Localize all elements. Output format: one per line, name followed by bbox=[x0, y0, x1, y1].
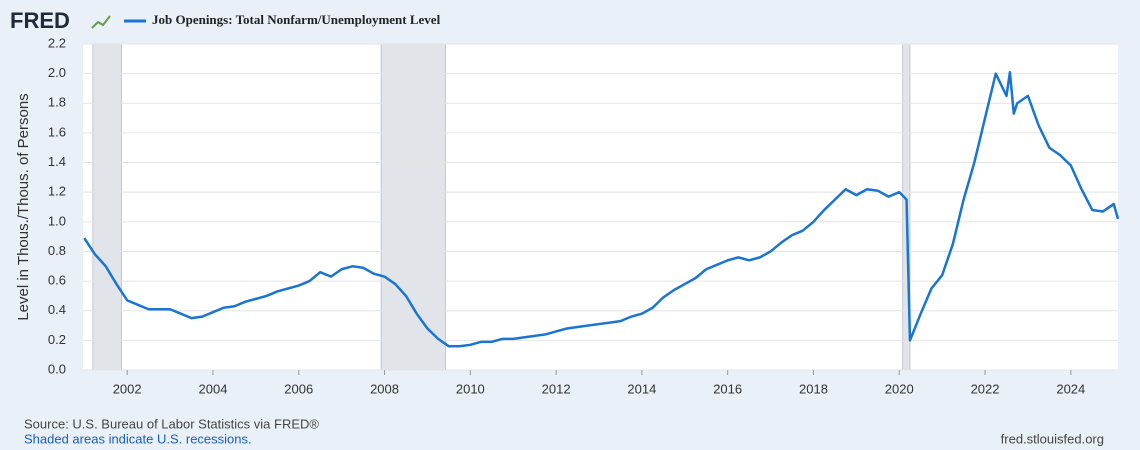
y-tick-label: 2.2 bbox=[48, 35, 66, 50]
x-tick-label: 2018 bbox=[799, 381, 828, 396]
y-axis-label: Level in Thous./Thous. of Persons bbox=[15, 93, 32, 320]
y-tick-label: 0.8 bbox=[48, 243, 66, 258]
y-tick-label: 1.6 bbox=[48, 124, 66, 139]
x-tick-label: 2002 bbox=[113, 381, 142, 396]
x-tick-label: 2004 bbox=[199, 381, 228, 396]
y-tick-label: 0.6 bbox=[48, 273, 66, 288]
y-tick-label: 1.2 bbox=[48, 184, 66, 199]
logo: FRED bbox=[10, 8, 70, 33]
x-tick-label: 2012 bbox=[542, 381, 571, 396]
recession-note: Shaded areas indicate U.S. recessions. bbox=[24, 431, 252, 446]
x-tick-label: 2016 bbox=[713, 381, 742, 396]
x-tick-label: 2008 bbox=[370, 381, 399, 396]
series-line bbox=[83, 70, 1120, 348]
y-tick-label: 0.4 bbox=[48, 302, 66, 317]
x-tick-label: 2006 bbox=[284, 381, 313, 396]
y-tick-label: 0.2 bbox=[48, 332, 66, 347]
logo-icon bbox=[91, 15, 111, 29]
source: Source: U.S. Bureau of Labor Statistics … bbox=[24, 416, 319, 431]
y-tick-label: 1.0 bbox=[48, 213, 66, 228]
recession-band bbox=[380, 43, 446, 371]
y-tick-label: 1.8 bbox=[48, 95, 66, 110]
x-tick-label: 2014 bbox=[627, 381, 656, 396]
recession-band bbox=[92, 43, 123, 371]
x-tick-label: 2020 bbox=[885, 381, 914, 396]
x-tick-label: 2010 bbox=[456, 381, 485, 396]
x-tick-label: 2024 bbox=[1056, 381, 1085, 396]
legend-label: Job Openings: Total Nonfarm/Unemployment… bbox=[152, 12, 441, 27]
url: fred.stlouisfed.org bbox=[1001, 431, 1104, 446]
y-tick-label: 2.0 bbox=[48, 65, 66, 80]
plot-area bbox=[83, 44, 1118, 370]
y-tick-label: 1.4 bbox=[48, 154, 66, 169]
y-tick-label: 0.0 bbox=[48, 361, 66, 376]
x-tick-label: 2022 bbox=[971, 381, 1000, 396]
